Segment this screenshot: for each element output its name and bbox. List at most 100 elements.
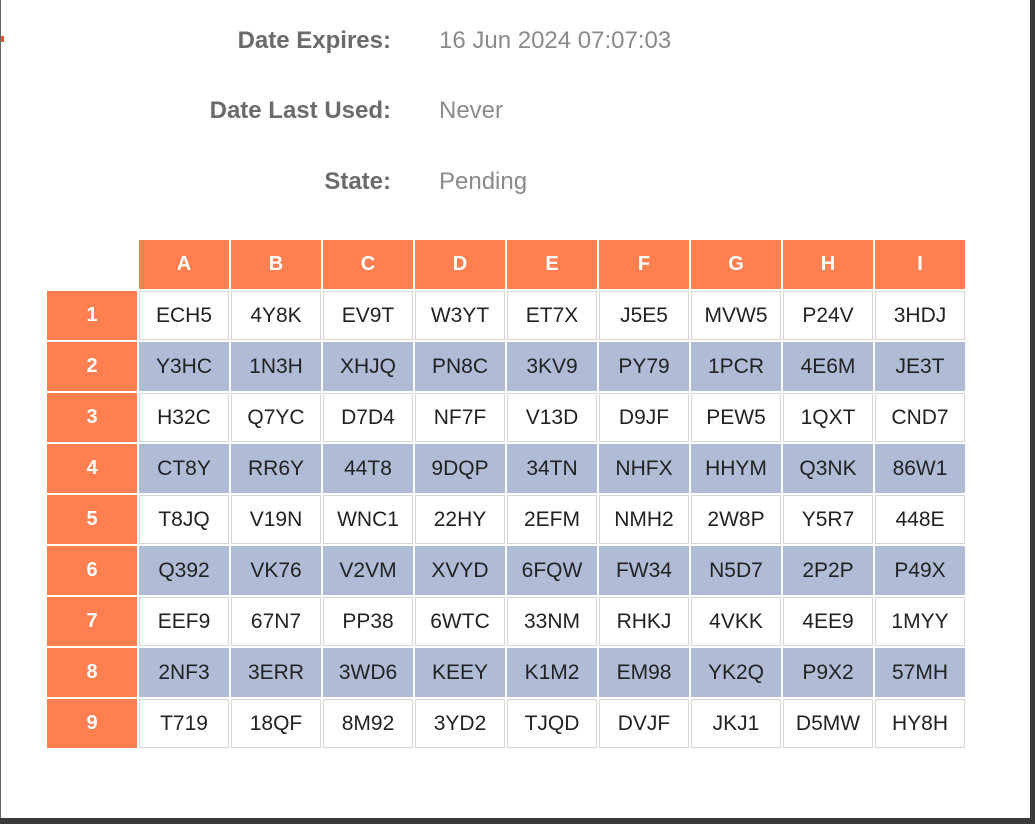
grid-cell-h2: 4E6M [783, 342, 873, 391]
grid-header-row: A B C D E F G H I [47, 240, 965, 289]
grid-cell-f2: PY79 [599, 342, 689, 391]
column-header-h: H [783, 240, 873, 289]
grid-cell-c6: V2VM [323, 546, 413, 595]
grid-cell-a7: EEF9 [139, 597, 229, 646]
grid-cell-b4: RR6Y [231, 444, 321, 493]
date-last-used-value: Never [439, 97, 504, 124]
grid-cell-g2: 1PCR [691, 342, 781, 391]
grid-cell-b9: 18QF [231, 699, 321, 748]
grid-row-3: 3 H32C Q7YC D7D4 NF7F V13D D9JF PEW5 1QXT CND7 [47, 393, 965, 442]
grid-cell-a2: Y3HC [139, 342, 229, 391]
grid-cell-g7: 4VKK [691, 597, 781, 646]
grid-row-7: 7 EEF9 67N7 PP38 6WTC 33NM RHKJ 4VKK 4EE9 1MYY [47, 597, 965, 646]
grid-cell-a9: T719 [139, 699, 229, 748]
grid-cell-f7: RHKJ [599, 597, 689, 646]
grid-cell-a5: T8JQ [139, 495, 229, 544]
row-header-7: 7 [47, 597, 137, 646]
grid-cell-h6: 2P2P [783, 546, 873, 595]
grid-cell-b6: VK76 [231, 546, 321, 595]
grid-cell-i6: P49X [875, 546, 965, 595]
grid-cell-h7: 4EE9 [783, 597, 873, 646]
grid-cell-g8: YK2Q [691, 648, 781, 697]
grid-cell-a1: ECH5 [139, 291, 229, 340]
grid-cell-f6: FW34 [599, 546, 689, 595]
grid-cell-d9: 3YD2 [415, 699, 505, 748]
grid-cell-d4: 9DQP [415, 444, 505, 493]
column-header-b: B [231, 240, 321, 289]
grid-cell-a6: Q392 [139, 546, 229, 595]
grid-cell-f5: NMH2 [599, 495, 689, 544]
grid-cell-d2: PN8C [415, 342, 505, 391]
grid-cell-i7: 1MYY [875, 597, 965, 646]
grid-cell-e3: V13D [507, 393, 597, 442]
grid-cell-d6: XVYD [415, 546, 505, 595]
grid-cell-d3: NF7F [415, 393, 505, 442]
grid-cell-a3: H32C [139, 393, 229, 442]
grid-cell-c9: 8M92 [323, 699, 413, 748]
grid-cell-e7: 33NM [507, 597, 597, 646]
grid-cell-g3: PEW5 [691, 393, 781, 442]
grid-cell-g6: N5D7 [691, 546, 781, 595]
grid-cell-e1: ET7X [507, 291, 597, 340]
grid-cell-h4: Q3NK [783, 444, 873, 493]
grid-cell-h8: P9X2 [783, 648, 873, 697]
grid-cell-b5: V19N [231, 495, 321, 544]
grid-cell-b3: Q7YC [231, 393, 321, 442]
grid-cell-c3: D7D4 [323, 393, 413, 442]
state-value: Pending [439, 168, 528, 195]
row-header-6: 6 [47, 546, 137, 595]
grid-cell-c4: 44T8 [323, 444, 413, 493]
grid-cell-g1: MVW5 [691, 291, 781, 340]
grid-cell-e2: 3KV9 [507, 342, 597, 391]
date-expires-row: Date Expires: 16 Jun 2024 07:07:03 [1, 26, 1031, 56]
grid-cell-h5: Y5R7 [783, 495, 873, 544]
grid-cell-c7: PP38 [323, 597, 413, 646]
grid-cell-e8: K1M2 [507, 648, 597, 697]
row-header-9: 9 [47, 699, 137, 748]
grid-cell-e6: 6FQW [507, 546, 597, 595]
grid-row-1: 1 ECH5 4Y8K EV9T W3YT ET7X J5E5 MVW5 P24V 3HDJ [47, 291, 965, 340]
grid-cell-b7: 67N7 [231, 597, 321, 646]
row-header-1: 1 [47, 291, 137, 340]
grid-row-2: 2 Y3HC 1N3H XHJQ PN8C 3KV9 PY79 1PCR 4E6M JE3T [47, 342, 965, 391]
grid-cell-b1: 4Y8K [231, 291, 321, 340]
row-header-5: 5 [47, 495, 137, 544]
column-header-a: A [139, 240, 229, 289]
grid-cell-d8: KEEY [415, 648, 505, 697]
grid-cell-i5: 448E [875, 495, 965, 544]
row-header-2: 2 [47, 342, 137, 391]
grid-cell-a4: CT8Y [139, 444, 229, 493]
date-last-used-label: Date Last Used: [209, 97, 391, 124]
grid-body: 1 ECH5 4Y8K EV9T W3YT ET7X J5E5 MVW5 P24V 3HDJ 2 Y3… [47, 291, 965, 748]
grid-cell-c2: XHJQ [323, 342, 413, 391]
grid-row-9: 9 T719 18QF 8M92 3YD2 TJQD DVJF JKJ1 D5MW HY8H [47, 699, 965, 748]
grid-cell-i2: JE3T [875, 342, 965, 391]
grid-row-8: 8 2NF3 3ERR 3WD6 KEEY K1M2 EM98 YK2Q P9X2 57MH [47, 648, 965, 697]
grid-cell-i4: 86W1 [875, 444, 965, 493]
grid-cell-f3: D9JF [599, 393, 689, 442]
row-header-3: 3 [47, 393, 137, 442]
date-expires-label: Date Expires: [237, 27, 391, 54]
grid-cell-f8: EM98 [599, 648, 689, 697]
grid-cell-e5: 2EFM [507, 495, 597, 544]
grid-cell-b2: 1N3H [231, 342, 321, 391]
row-header-8: 8 [47, 648, 137, 697]
date-expires-value: 16 Jun 2024 07:07:03 [439, 27, 672, 54]
grid-cell-i9: HY8H [875, 699, 965, 748]
security-grid: A B C D E F G H I 1 ECH5 4Y8K EV9T W3YT ET7X J… [45, 238, 967, 750]
grid-row-5: 5 T8JQ V19N WNC1 22HY 2EFM NMH2 2W8P Y5R7 448E [47, 495, 965, 544]
grid-cell-i3: CND7 [875, 393, 965, 442]
grid-row-6: 6 Q392 VK76 V2VM XVYD 6FQW FW34 N5D7 2P2P P49X [47, 546, 965, 595]
grid-cell-e4: 34TN [507, 444, 597, 493]
grid-cell-h9: D5MW [783, 699, 873, 748]
grid-cell-g5: 2W8P [691, 495, 781, 544]
grid-cell-c5: WNC1 [323, 495, 413, 544]
grid-cell-h1: P24V [783, 291, 873, 340]
date-last-used-row: Date Last Used: Never [1, 96, 1031, 126]
grid-cell-h3: 1QXT [783, 393, 873, 442]
column-header-f: F [599, 240, 689, 289]
column-header-c: C [323, 240, 413, 289]
grid-cell-d1: W3YT [415, 291, 505, 340]
grid-cell-c8: 3WD6 [323, 648, 413, 697]
row-header-4: 4 [47, 444, 137, 493]
